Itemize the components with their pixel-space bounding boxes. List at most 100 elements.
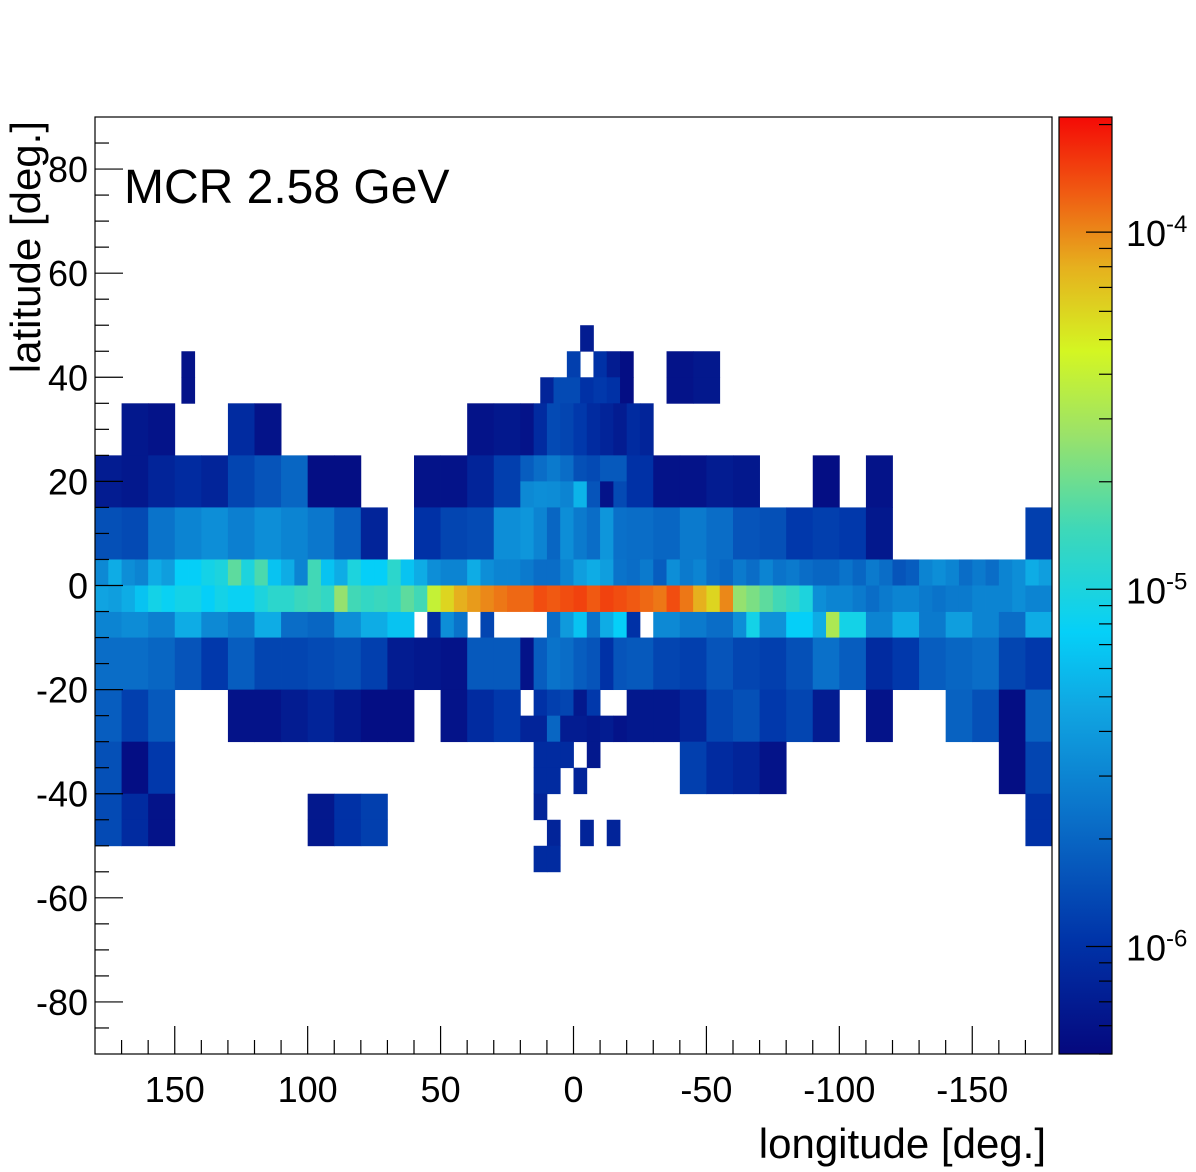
heatmap-cell bbox=[560, 637, 574, 691]
heatmap-cell bbox=[360, 689, 388, 743]
heatmap-cell bbox=[593, 377, 608, 404]
heatmap-cell bbox=[201, 507, 229, 560]
heatmap-cell bbox=[566, 377, 581, 404]
plane-cell bbox=[626, 559, 641, 586]
plane-cell bbox=[400, 559, 415, 586]
plane-cell bbox=[639, 585, 654, 612]
heatmap-cell bbox=[546, 637, 561, 691]
heatmap-cell bbox=[148, 611, 176, 638]
plane-cell bbox=[653, 559, 667, 586]
heatmap-cell bbox=[467, 403, 495, 456]
heatmap-cell bbox=[307, 507, 335, 560]
plane-cell bbox=[812, 585, 827, 612]
heatmap-cell bbox=[334, 637, 362, 691]
x-tick-label: 100 bbox=[278, 1069, 338, 1110]
heatmap-cell bbox=[360, 793, 388, 821]
heatmap-cell bbox=[560, 741, 574, 769]
plane-cell bbox=[214, 585, 229, 612]
plane-cell bbox=[932, 585, 947, 612]
heatmap-cell bbox=[1025, 741, 1053, 795]
heatmap-cell bbox=[553, 377, 568, 404]
y-tick-label: -40 bbox=[36, 774, 88, 815]
heatmap-cell bbox=[254, 689, 282, 743]
heatmap-cell bbox=[706, 507, 734, 560]
heatmap-cell bbox=[148, 793, 176, 821]
heatmap-cell bbox=[812, 507, 840, 560]
heatmap-cell bbox=[613, 637, 628, 691]
heatmap-cell bbox=[121, 793, 149, 821]
heatmap-cell bbox=[148, 455, 176, 508]
plane-cell bbox=[254, 585, 269, 612]
plane-cell bbox=[852, 585, 867, 612]
heatmap-cell bbox=[600, 637, 614, 691]
plane-cell bbox=[879, 559, 893, 586]
plane-cell bbox=[546, 585, 561, 612]
plane-cell bbox=[360, 585, 375, 612]
heatmap-cell bbox=[620, 351, 634, 378]
plane-cell bbox=[613, 585, 628, 612]
plane-cell bbox=[799, 559, 814, 586]
heatmap-cell bbox=[307, 819, 335, 847]
plane-cell bbox=[905, 559, 920, 586]
heatmap-cell bbox=[181, 351, 196, 378]
plane-cell bbox=[653, 585, 667, 612]
heatmap-cell bbox=[174, 637, 202, 691]
heatmap-cell bbox=[307, 455, 335, 508]
heatmap-cell bbox=[533, 637, 548, 691]
heatmap-cell bbox=[546, 741, 561, 769]
heatmap-cell bbox=[360, 507, 388, 560]
heatmap-cell bbox=[467, 689, 495, 743]
heatmap-cell bbox=[945, 637, 973, 691]
heatmap-cell bbox=[786, 637, 814, 691]
heatmap-cell bbox=[546, 611, 561, 638]
heatmap-cell bbox=[998, 689, 1026, 743]
plane-cell bbox=[919, 585, 933, 612]
plane-cell bbox=[188, 559, 202, 586]
plane-cell bbox=[1038, 559, 1053, 586]
heatmap-cell bbox=[653, 637, 681, 691]
heatmap-cell bbox=[148, 689, 176, 743]
heatmap-cell bbox=[533, 845, 548, 873]
heatmap-cell bbox=[148, 819, 176, 847]
plane-cell bbox=[706, 559, 721, 586]
heatmap-cell bbox=[586, 481, 601, 508]
plane-cell bbox=[174, 585, 189, 612]
heatmap-cell bbox=[227, 403, 255, 456]
heatmap-cell bbox=[281, 455, 309, 508]
plane-cell bbox=[121, 585, 136, 612]
heatmap-cell bbox=[600, 481, 614, 508]
plane-cell bbox=[945, 559, 960, 586]
plane-cell bbox=[480, 559, 495, 586]
plane-cell bbox=[1038, 585, 1053, 612]
heatmap-cell bbox=[786, 507, 814, 560]
plane-cell bbox=[281, 559, 295, 586]
plane-cell bbox=[121, 559, 136, 586]
heatmap-cell bbox=[334, 455, 362, 508]
heatmap-cell bbox=[493, 689, 521, 743]
plane-cell bbox=[892, 559, 907, 586]
heatmap-cell bbox=[733, 455, 760, 508]
plane-cell bbox=[227, 585, 242, 612]
heatmap-cell bbox=[812, 637, 840, 691]
heatmap-cell bbox=[600, 507, 614, 560]
heatmap-cell bbox=[227, 611, 255, 638]
heatmap-cell bbox=[892, 637, 920, 691]
plane-cell bbox=[772, 559, 787, 586]
heatmap-cell bbox=[533, 689, 548, 717]
heatmap-cell bbox=[560, 507, 574, 560]
plane-cell bbox=[188, 585, 202, 612]
plane-cell bbox=[839, 585, 854, 612]
heatmap-cell bbox=[606, 351, 621, 378]
plane-cell bbox=[440, 585, 455, 612]
heatmap-cell bbox=[865, 689, 893, 743]
heatmap-cell bbox=[865, 637, 893, 691]
y-tick-label: -80 bbox=[36, 982, 88, 1023]
plane-cell bbox=[826, 585, 840, 612]
heatmap-cell bbox=[733, 689, 760, 743]
plane-cell bbox=[746, 585, 760, 612]
heatmap-cell bbox=[307, 689, 335, 743]
heatmap-cell bbox=[493, 455, 521, 508]
heatmap-cell bbox=[546, 507, 561, 560]
heatmap-cell bbox=[839, 611, 867, 638]
heatmap-cell bbox=[533, 715, 548, 743]
